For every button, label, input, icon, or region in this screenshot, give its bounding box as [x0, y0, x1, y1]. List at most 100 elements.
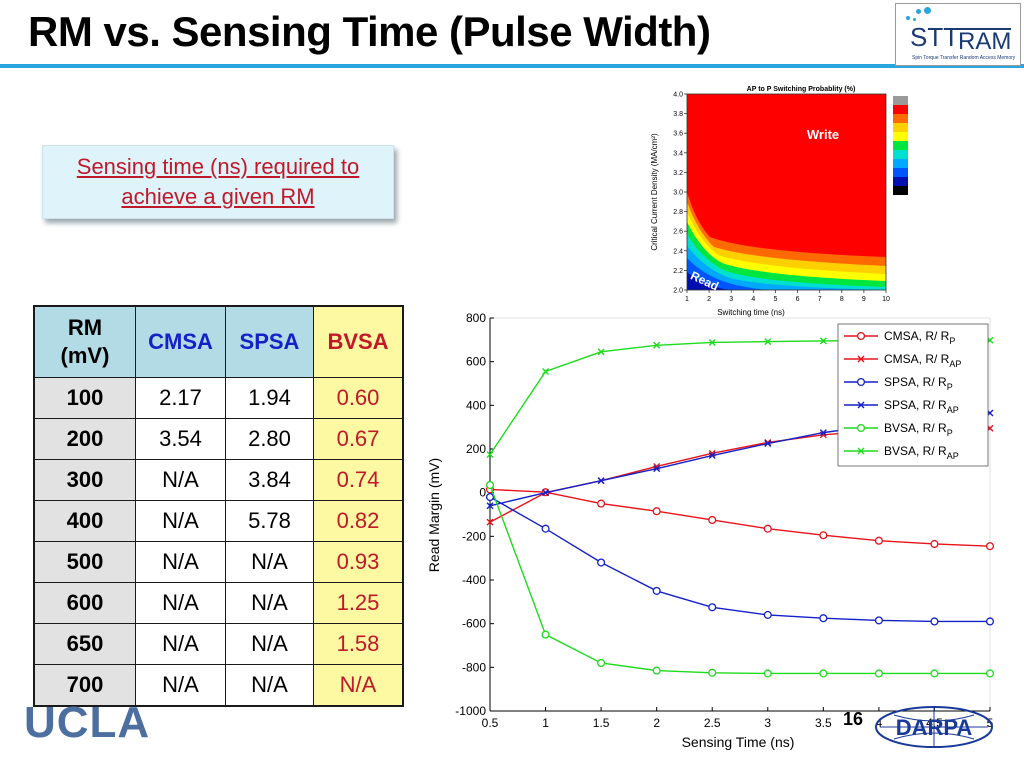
cell-bvsa: N/A [313, 664, 404, 707]
table-row: 500 N/A N/A 0.93 [33, 541, 404, 583]
cell-rm: 200 [33, 418, 136, 460]
data-point [708, 668, 717, 677]
table-header-row: RM (mV) CMSA SPSA BVSA [33, 305, 404, 378]
data-point [486, 518, 494, 526]
data-point [485, 492, 495, 502]
cell-bvsa: 1.58 [313, 623, 404, 665]
page-number: 16 [843, 709, 864, 729]
y-tick-label: -800 [462, 660, 486, 674]
colorbar-swatch [893, 159, 908, 168]
series-line [489, 488, 991, 547]
heatmap-y-tick-label: 3.8 [673, 111, 683, 118]
legend-label-main: CMSA, R/ R [884, 329, 950, 343]
x-tick-label: 4 [876, 716, 883, 730]
data-point [486, 450, 494, 458]
heatmap-band-37 [687, 222, 886, 290]
heatmap-x-tick-label: 8 [840, 296, 844, 303]
data-point [874, 616, 883, 625]
data-point [541, 524, 550, 533]
heatmap-y-tick-label: 2.6 [673, 229, 683, 236]
cell-cmsa: N/A [135, 664, 226, 707]
cell-cmsa: N/A [135, 541, 226, 583]
heatmap-band-0 [687, 272, 730, 290]
legend-label-main: SPSA, R/ R [884, 375, 947, 389]
colorbar-swatch [893, 96, 908, 105]
y-tick-label: -200 [462, 529, 486, 543]
data-point [653, 341, 661, 349]
data-point [819, 614, 828, 623]
series-line [489, 484, 990, 675]
table-row: 650 N/A N/A 1.58 [33, 623, 404, 665]
slide-title: RM vs. Sensing Time (Pulse Width) [28, 8, 711, 55]
header-rm: RM (mV) [33, 305, 136, 378]
legend-label: CMSA, R/ RAP [884, 352, 961, 369]
y-tick-label: 600 [466, 355, 486, 369]
colorbar-swatch [893, 114, 908, 123]
cell-bvsa: 0.67 [313, 418, 404, 460]
data-point [930, 669, 939, 678]
table-row: 400 N/A 5.78 0.82 [33, 500, 404, 542]
cell-bvsa: 0.60 [313, 377, 404, 419]
legend-label-main: BVSA, R/ R [884, 444, 947, 458]
x-tick-label: 0.5 [482, 716, 499, 730]
legend-label-sub: P [949, 336, 955, 346]
header-cmsa: CMSA [135, 305, 226, 378]
heatmap-x-tick-label: 10 [882, 296, 890, 303]
header-spsa: SPSA [225, 305, 314, 378]
data-point [542, 489, 550, 497]
cell-rm: 500 [33, 541, 136, 583]
cell-rm: 600 [33, 582, 136, 624]
heatmap-band-25 [687, 234, 886, 290]
logo-tagline: Spin Torque Transfer Random Access Memor… [912, 55, 1016, 61]
data-point [652, 586, 661, 595]
data-point [597, 658, 606, 668]
heatmap-x-tick-label: 1 [685, 296, 689, 303]
legend-label-main: CMSA, R/ R [884, 352, 950, 366]
data-point [819, 337, 827, 345]
heatmap-colorbar: 10087.575.062.550.037.525.012.50.00 [893, 96, 908, 195]
data-point [486, 502, 494, 510]
heatmap-annotation-write: Write [807, 127, 839, 142]
table-row: 100 2.17 1.94 0.60 [33, 377, 404, 419]
legend-label-sub: AP [949, 359, 961, 369]
cell-bvsa: 0.74 [313, 459, 404, 501]
data-point [764, 440, 772, 448]
cell-cmsa: N/A [135, 500, 226, 542]
y-tick-label: 200 [466, 442, 486, 456]
data-point [985, 542, 995, 551]
x-tick-label: 2.5 [704, 716, 721, 730]
data-point [874, 536, 883, 545]
y-ticks: 800 600 400 200 0 -200 -400 -600 -800 -1000 [455, 311, 494, 718]
heatmap-x-label: Switching time (ns) [717, 308, 785, 317]
legend-label-sub: P [947, 428, 953, 438]
data-point [985, 617, 995, 626]
heatmap-y-tick-label: 2.0 [673, 288, 683, 295]
legend-label: BVSA, R/ RP [884, 421, 953, 438]
legend-label: SPSA, R/ RAP [884, 398, 959, 415]
legend-label-main: SPSA, R/ R [884, 398, 947, 412]
colorbar-swatch [893, 132, 908, 141]
y-axis-label: Read Margin (mV) [426, 458, 442, 572]
data-point [708, 603, 717, 612]
heatmap-x-tick-label: 6 [796, 296, 800, 303]
heatmap-x-tick-label: 4 [751, 296, 755, 303]
x-tick-label: 2 [653, 716, 660, 730]
data-point [541, 630, 550, 639]
legend-marker [856, 377, 866, 387]
heatmap-x-ticks: 1 2 3 4 5 6 7 8 9 10 [685, 290, 890, 303]
ucla-logo: UCLA [24, 698, 151, 747]
heatmap-y-ticks: 2.0 2.2 2.4 2.6 2.8 3.0 3.2 3.4 3.6 3.8 4.0 [673, 92, 687, 295]
heatmap-y-tick-label: 3.0 [673, 190, 683, 197]
data-point [763, 524, 772, 533]
legend-label-main: BVSA, R/ R [884, 421, 947, 435]
callout-text: Sensing time (ns) required to achieve a … [76, 154, 360, 209]
data-point [597, 499, 606, 508]
cell-rm: 400 [33, 500, 136, 542]
table-row: 700 N/A N/A N/A [33, 664, 404, 707]
cell-bvsa: 0.93 [313, 541, 404, 583]
heatmap-y-tick-label: 2.4 [673, 248, 683, 255]
callout-box: Sensing time (ns) required to achieve a … [42, 145, 394, 219]
rm-table: RM (mV) CMSA SPSA BVSA 100 2.17 1.94 0.60 20… [33, 305, 404, 707]
cell-spsa: 5.78 [225, 500, 314, 542]
